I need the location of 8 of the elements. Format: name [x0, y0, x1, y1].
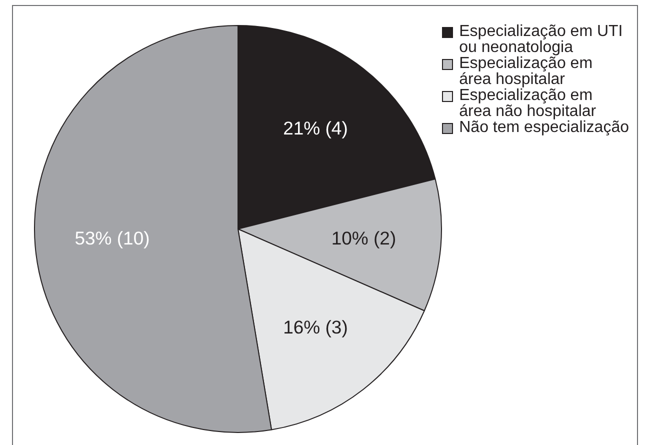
legend-label: Especialização em área não hospitalar [459, 87, 596, 120]
legend-label: Especialização em UTI ou neonatologia [459, 23, 623, 56]
data-label: 10% (2) [331, 228, 396, 249]
data-label: 21% (4) [283, 118, 348, 139]
data-label: 16% (3) [283, 316, 348, 338]
legend-label: Não tem especialização [459, 119, 629, 136]
legend-label: Especialização em área hospitalar [459, 55, 593, 88]
data-label: 53% (10) [74, 228, 150, 249]
